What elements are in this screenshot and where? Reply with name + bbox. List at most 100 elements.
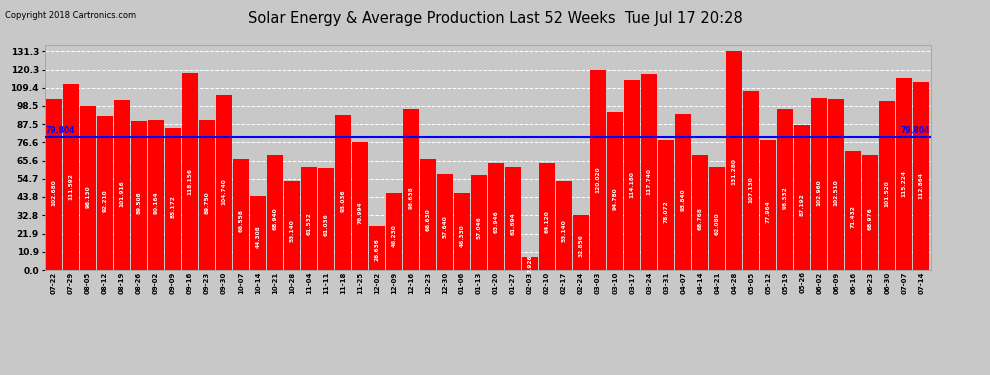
Bar — [896, 78, 912, 270]
Bar — [642, 74, 657, 270]
Text: 120.020: 120.020 — [596, 166, 601, 193]
Text: 117.740: 117.740 — [646, 168, 651, 195]
Bar — [914, 82, 929, 270]
Text: 57.640: 57.640 — [443, 215, 447, 238]
Text: 64.120: 64.120 — [544, 210, 549, 233]
Text: 101.520: 101.520 — [885, 180, 890, 207]
Text: 94.780: 94.780 — [613, 188, 618, 210]
Bar — [336, 115, 350, 270]
Text: 66.558: 66.558 — [239, 209, 244, 231]
Text: 61.532: 61.532 — [307, 212, 312, 235]
Bar — [148, 120, 163, 270]
Bar — [590, 70, 606, 270]
Text: 46.330: 46.330 — [459, 224, 464, 247]
Text: 102.680: 102.680 — [51, 180, 56, 206]
Bar — [540, 163, 555, 270]
Text: 66.630: 66.630 — [426, 209, 431, 231]
Bar — [692, 155, 708, 270]
Bar — [862, 155, 878, 270]
Bar — [234, 159, 248, 270]
Text: 85.172: 85.172 — [170, 195, 175, 217]
Bar — [131, 121, 147, 270]
Text: 63.946: 63.946 — [494, 211, 499, 233]
Bar — [812, 98, 827, 270]
Text: 61.694: 61.694 — [511, 212, 516, 235]
Bar — [727, 51, 742, 270]
Text: 44.308: 44.308 — [255, 225, 260, 248]
Text: 79.804: 79.804 — [900, 126, 930, 135]
Bar — [845, 151, 861, 270]
Bar — [829, 99, 844, 270]
Bar — [523, 257, 538, 270]
Text: 118.156: 118.156 — [187, 168, 192, 195]
Text: 53.140: 53.140 — [289, 219, 294, 242]
Text: 53.140: 53.140 — [561, 219, 566, 242]
Bar — [625, 80, 640, 270]
Bar — [505, 167, 521, 270]
Text: 111.592: 111.592 — [68, 173, 73, 200]
Bar — [743, 92, 759, 270]
Text: 102.960: 102.960 — [817, 180, 822, 206]
Text: 107.130: 107.130 — [748, 176, 753, 203]
Text: 7.926: 7.926 — [528, 255, 533, 273]
Bar — [267, 155, 283, 270]
Text: 92.210: 92.210 — [102, 189, 108, 212]
Text: 90.164: 90.164 — [153, 191, 158, 214]
Text: 62.080: 62.080 — [715, 212, 720, 235]
Bar — [318, 168, 334, 270]
Text: Copyright 2018 Cartronics.com: Copyright 2018 Cartronics.com — [5, 11, 136, 20]
Bar — [675, 114, 691, 270]
Bar — [80, 106, 96, 270]
Text: 46.230: 46.230 — [391, 224, 397, 247]
Bar — [63, 84, 79, 270]
Text: Solar Energy & Average Production Last 52 Weeks  Tue Jul 17 20:28: Solar Energy & Average Production Last 5… — [248, 11, 742, 26]
Text: 68.976: 68.976 — [867, 207, 873, 230]
Text: 61.036: 61.036 — [324, 213, 329, 236]
Bar — [250, 196, 265, 270]
Bar — [454, 193, 470, 270]
Bar — [471, 175, 487, 270]
Bar — [710, 166, 725, 270]
Bar — [165, 128, 181, 270]
Text: 76.994: 76.994 — [357, 201, 362, 223]
Bar — [573, 215, 589, 270]
Bar — [879, 101, 895, 270]
Text: 112.864: 112.864 — [919, 172, 924, 199]
Text: 98.130: 98.130 — [85, 185, 90, 208]
Text: 32.856: 32.856 — [578, 234, 584, 257]
Bar — [216, 95, 232, 270]
Bar — [607, 112, 623, 270]
Bar — [301, 168, 317, 270]
Text: 68.768: 68.768 — [698, 207, 703, 230]
Text: 115.224: 115.224 — [902, 170, 907, 197]
Bar — [760, 140, 776, 270]
Text: 71.432: 71.432 — [850, 205, 855, 228]
Bar — [284, 182, 300, 270]
Bar — [420, 159, 436, 270]
Text: 131.280: 131.280 — [732, 158, 737, 185]
Bar — [777, 110, 793, 270]
Text: 57.046: 57.046 — [476, 216, 481, 238]
Bar — [386, 193, 402, 270]
Bar — [438, 174, 452, 270]
Text: 78.072: 78.072 — [663, 200, 668, 223]
Text: 87.192: 87.192 — [800, 193, 805, 216]
Bar — [369, 226, 385, 270]
Text: 68.940: 68.940 — [272, 207, 277, 230]
Bar — [47, 99, 61, 270]
Text: 93.036: 93.036 — [341, 189, 346, 211]
Text: 26.636: 26.636 — [374, 238, 379, 261]
Text: 114.180: 114.180 — [630, 171, 635, 198]
Bar — [114, 100, 130, 270]
Bar — [97, 116, 113, 270]
Bar — [794, 124, 810, 270]
Bar — [352, 142, 368, 270]
Bar — [658, 140, 674, 270]
Bar — [182, 73, 198, 270]
Text: 79.804: 79.804 — [46, 126, 75, 135]
Bar — [488, 164, 504, 270]
Text: 89.750: 89.750 — [205, 191, 210, 214]
Bar — [403, 109, 419, 270]
Bar — [199, 120, 215, 270]
Text: 89.508: 89.508 — [137, 192, 142, 214]
